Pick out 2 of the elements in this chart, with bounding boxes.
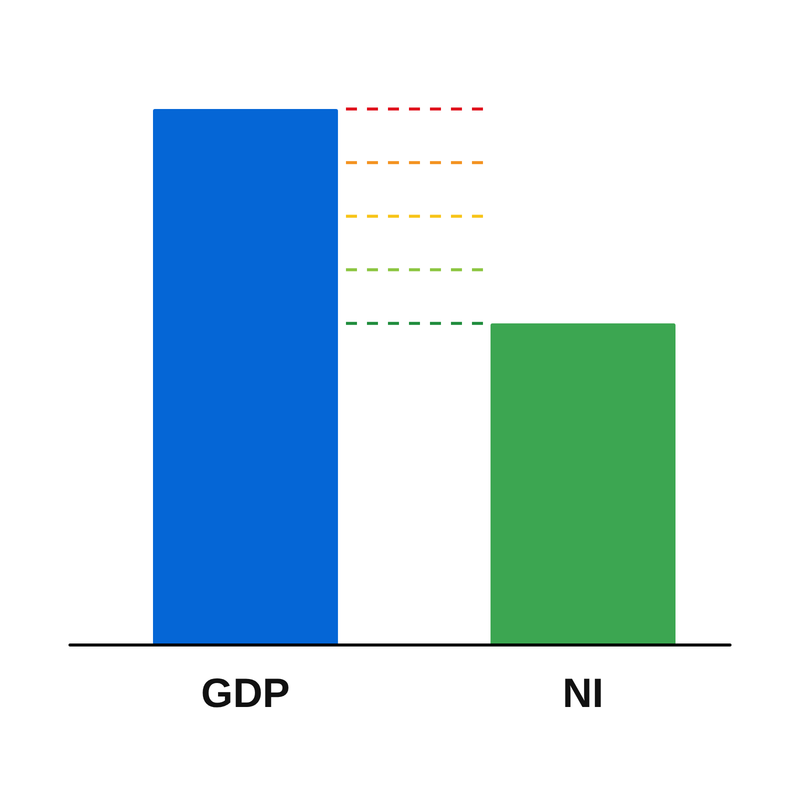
x-tick-label: GDP [201, 670, 290, 716]
x-tick-label: NI [562, 670, 604, 716]
